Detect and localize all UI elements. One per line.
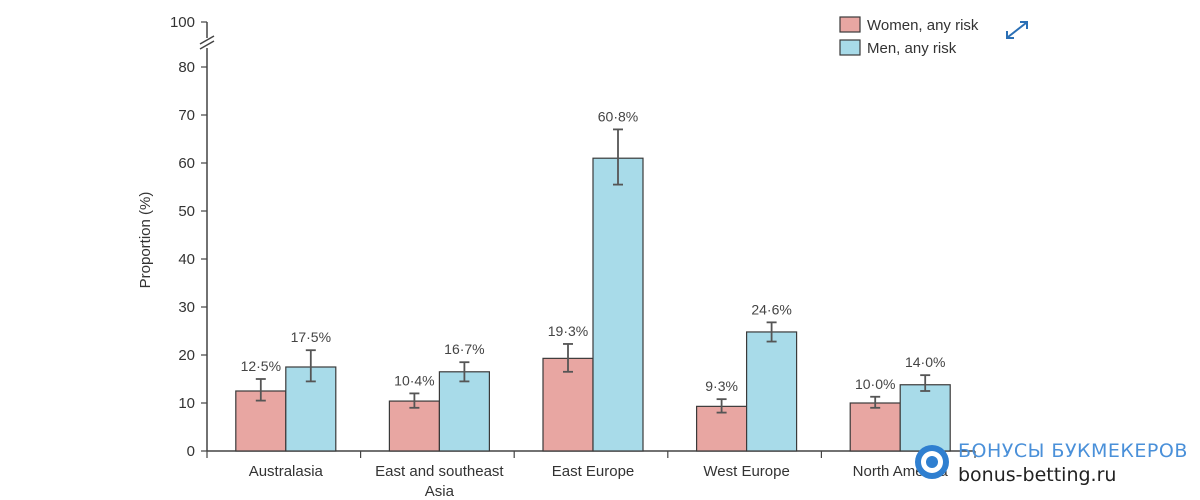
watermark-title: БОНУСЫ БУКМЕКЕРОВ: [958, 440, 1188, 462]
y-tick-label: 40: [178, 251, 195, 268]
data-label: 9·3%: [705, 378, 738, 394]
data-label: 60·8%: [598, 108, 638, 124]
data-label: 17·5%: [291, 329, 331, 345]
bar: [388, 400, 440, 452]
data-label: 10·4%: [394, 372, 434, 388]
expand-icon[interactable]: [1006, 21, 1028, 39]
y-axis-title: Proportion (%): [137, 192, 154, 289]
legend-swatch: [839, 16, 861, 33]
y-tick-label: 30: [178, 299, 195, 316]
x-category-label: Australasia: [249, 463, 324, 480]
legend: Women, any risk Men, any risk: [839, 16, 979, 57]
y-axis-break-mark: [199, 35, 215, 45]
x-category-label: West Europe: [703, 463, 789, 480]
data-label: 12·5%: [241, 358, 281, 374]
y-tick-label: 20: [178, 347, 195, 364]
data-label: 10·0%: [855, 376, 895, 392]
y-tick-label: 10: [178, 395, 195, 412]
y-tick-label: 50: [178, 203, 195, 220]
x-category-label: East and southeast Asia: [375, 463, 504, 500]
y-axis-break-mark: [199, 40, 215, 50]
watermark-url: bonus-betting.ru: [958, 464, 1117, 486]
bars: 12·5% 17·5% 10·4% 16·7% 19·3% 60·8% 9·3% 24·6% 1…: [235, 108, 951, 452]
legend-swatch: [839, 39, 861, 56]
data-label: 16·7%: [444, 341, 484, 357]
y-tick-label: 0: [187, 443, 195, 460]
data-label: 19·3%: [548, 323, 588, 339]
watermark: БОНУСЫ БУКМЕКЕРОВ bonus-betting.ru: [912, 440, 1200, 500]
bar: [695, 405, 748, 452]
bar: [592, 157, 644, 452]
y-tick-label: 60: [178, 155, 195, 172]
data-label: 14·0%: [905, 354, 945, 370]
y-tick-label: 100: [170, 14, 195, 31]
bar: [849, 402, 901, 452]
legend-label: Men, any risk: [867, 40, 957, 57]
bar: [745, 331, 798, 452]
ball-logo-icon: [915, 445, 949, 479]
bar: [438, 371, 490, 452]
data-label: 24·6%: [751, 301, 791, 317]
y-tick-label: 70: [178, 107, 195, 124]
legend-label: Women, any risk: [867, 17, 979, 34]
y-tick-label: 80: [178, 59, 195, 76]
x-category-label: East Europe: [552, 463, 635, 480]
